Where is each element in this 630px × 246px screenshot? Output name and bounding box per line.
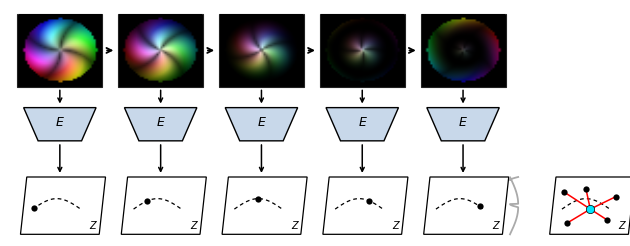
Polygon shape [121, 177, 207, 234]
Polygon shape [427, 108, 499, 141]
FancyBboxPatch shape [319, 14, 404, 87]
Polygon shape [222, 177, 307, 234]
FancyBboxPatch shape [421, 14, 505, 87]
Text: E: E [358, 117, 366, 129]
Text: Z: Z [291, 221, 298, 231]
Text: E: E [56, 117, 64, 129]
Polygon shape [549, 177, 630, 234]
Polygon shape [226, 108, 298, 141]
Text: Z: Z [190, 221, 197, 231]
FancyBboxPatch shape [219, 14, 304, 87]
Polygon shape [326, 108, 398, 141]
FancyBboxPatch shape [18, 14, 102, 87]
FancyBboxPatch shape [118, 14, 203, 87]
Text: Z: Z [619, 221, 625, 231]
Polygon shape [323, 177, 408, 234]
Text: Z: Z [392, 221, 398, 231]
Text: E: E [459, 117, 467, 129]
Text: Z: Z [89, 221, 96, 231]
Polygon shape [20, 177, 106, 234]
Text: E: E [258, 117, 265, 129]
Polygon shape [24, 108, 96, 141]
Polygon shape [423, 177, 509, 234]
Text: E: E [157, 117, 164, 129]
Text: Z: Z [493, 221, 499, 231]
Polygon shape [125, 108, 197, 141]
